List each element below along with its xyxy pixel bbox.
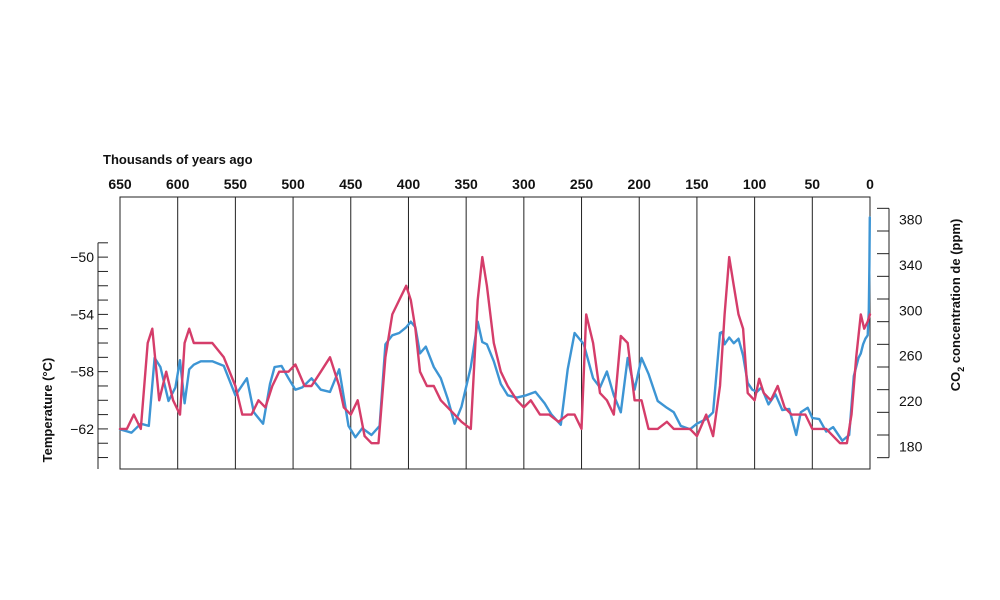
y-right-axis-title: CO2 concentration de (ppm) [948, 219, 966, 392]
x-tick-label: 0 [866, 176, 874, 192]
x-tick-label: 550 [224, 176, 248, 192]
y-left-axis-title: Temperature (°C) [40, 358, 55, 463]
x-tick-label: 500 [281, 176, 305, 192]
y-right-tick-label: 180 [899, 438, 923, 454]
x-tick-label: 50 [805, 176, 821, 192]
x-axis-title: Thousands of years ago [103, 152, 253, 167]
temperature-series-line [118, 255, 872, 445]
y-right-tick-label: 340 [899, 257, 923, 273]
x-tick-label: 400 [397, 176, 421, 192]
x-tick-label: 350 [454, 176, 478, 192]
co2-series-line [118, 216, 871, 442]
y-right-tick-label: 220 [899, 393, 923, 409]
x-tick-label: 100 [743, 176, 767, 192]
y-right-tick-label: 260 [899, 348, 923, 364]
y-right-tick-label: 300 [899, 302, 923, 318]
y-right-tick-label: 380 [899, 212, 923, 228]
right-axis: 380 340 300 260 220 180 [877, 207, 923, 459]
y-left-tick-label: −50 [70, 249, 94, 265]
x-tick-label: 200 [628, 176, 652, 192]
x-tick-label: 150 [685, 176, 709, 192]
x-tick-label: 450 [339, 176, 363, 192]
y-left-tick-label: −58 [70, 364, 94, 380]
series-lines [118, 216, 872, 445]
x-tick-label: 250 [570, 176, 594, 192]
plot-frame [119, 196, 871, 470]
top-axis: 650 600 550 500 450 400 350 300 250 200 150 100 50 0 [108, 176, 874, 192]
left-axis: −50 −54 −58 −62 [70, 242, 108, 469]
x-tick-label: 650 [108, 176, 132, 192]
y-left-tick-label: −62 [70, 421, 94, 437]
x-tick-label: 300 [512, 176, 536, 192]
x-tick-label: 600 [166, 176, 190, 192]
y-left-tick-label: −54 [70, 306, 94, 322]
vertical-gridlines [119, 197, 871, 469]
